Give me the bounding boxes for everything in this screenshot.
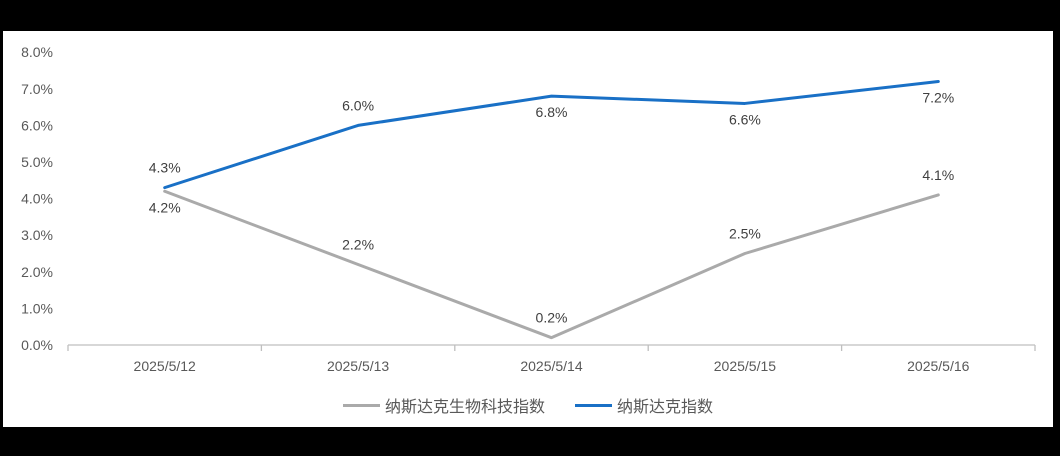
chart-legend: 纳斯达克生物科技指数 纳斯达克指数 <box>3 391 1053 419</box>
series-line-1 <box>163 79 940 190</box>
data-label: 7.2% <box>922 89 954 105</box>
x-axis-label: 2025/5/14 <box>520 358 582 374</box>
y-axis-tick-label: 4.0% <box>21 191 53 207</box>
legend-item-1: 纳斯达克指数 <box>575 393 713 417</box>
series-line-0 <box>163 189 940 340</box>
y-axis-tick-label: 7.0% <box>21 81 53 97</box>
data-label: 6.8% <box>536 104 568 120</box>
data-label: 2.5% <box>729 226 761 242</box>
y-axis-tick-label: 5.0% <box>21 154 53 170</box>
data-label: 4.1% <box>922 167 954 183</box>
legend-item-0: 纳斯达克生物科技指数 <box>342 393 545 417</box>
data-label: 4.2% <box>149 199 181 215</box>
x-axis-label: 2025/5/13 <box>327 358 389 374</box>
y-axis-tick-label: 2.0% <box>21 264 53 280</box>
data-label: 4.3% <box>149 160 181 176</box>
data-label: 6.0% <box>342 97 374 113</box>
y-axis-tick-label: 0.0% <box>21 337 53 353</box>
legend-line-swatch <box>342 403 380 407</box>
legend-line-swatch <box>575 403 612 407</box>
legend-label: 纳斯达克指数 <box>617 397 714 416</box>
data-label: 6.6% <box>729 111 761 127</box>
x-axis-label: 2025/5/15 <box>714 358 776 374</box>
y-axis-tick-label: 6.0% <box>21 117 53 133</box>
line-chart: 0.0% 1.0% 2.0% 3.0% 4.0% 5.0% 6.0% 7.0% 8.0% 2025… <box>21 44 1036 374</box>
data-label: 0.2% <box>536 310 568 326</box>
legend-label: 纳斯达克生物科技指数 <box>384 397 545 416</box>
chart-canvas: 0.0% 1.0% 2.0% 3.0% 4.0% 5.0% 6.0% 7.0% 8.0% 2025… <box>3 31 1053 427</box>
y-axis-tick-label: 8.0% <box>21 44 53 60</box>
x-axis-label: 2025/5/12 <box>134 358 196 374</box>
data-label: 2.2% <box>342 236 374 252</box>
y-axis-tick-label: 1.0% <box>21 300 53 316</box>
x-axis-label: 2025/5/16 <box>907 358 969 374</box>
y-axis-tick-label: 3.0% <box>21 227 53 243</box>
